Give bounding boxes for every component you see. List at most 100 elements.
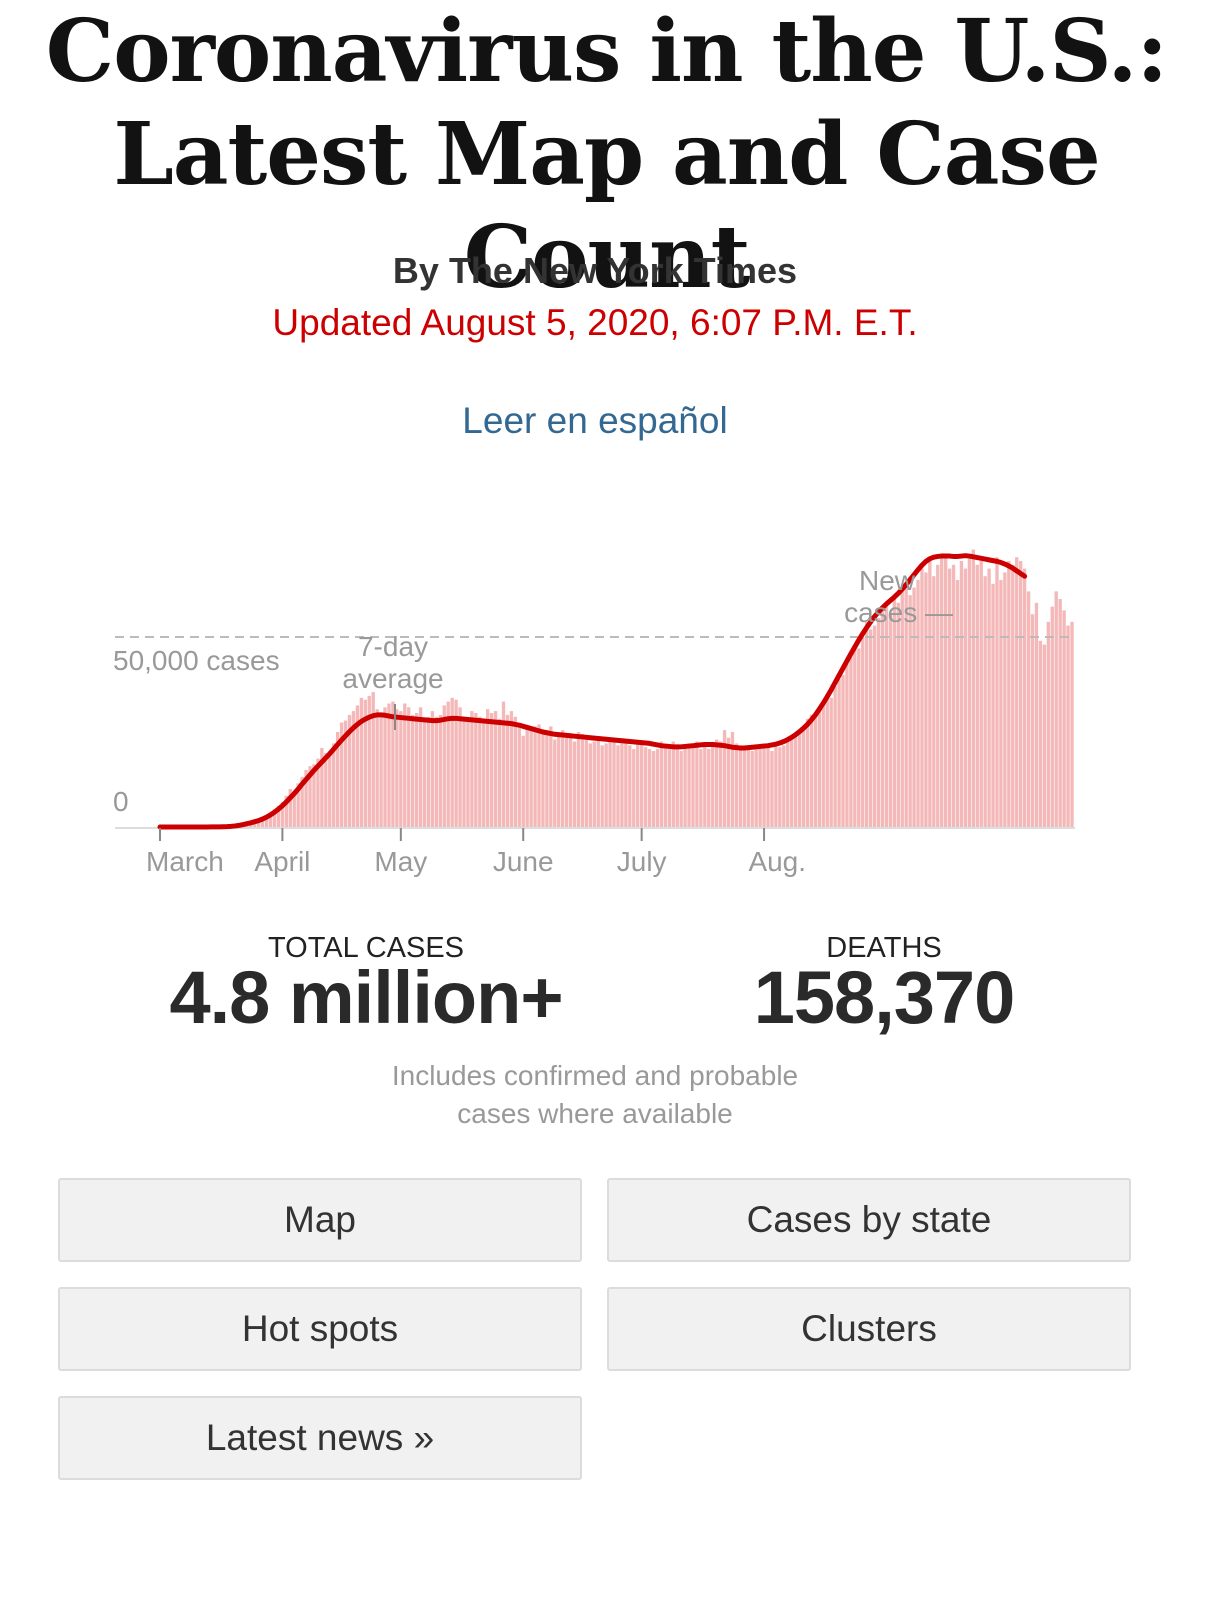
- daily-bar: [868, 629, 873, 827]
- daily-bar: [932, 576, 936, 827]
- daily-bar: [833, 686, 837, 827]
- daily-bar: [328, 754, 332, 827]
- daily-bar: [383, 707, 387, 827]
- daily-bar: [963, 568, 968, 827]
- daily-bar: [438, 714, 442, 827]
- daily-bar: [541, 732, 545, 827]
- daily-bar: [454, 699, 458, 827]
- deaths-value: 158,370: [753, 956, 1016, 1039]
- clusters-button[interactable]: Clusters: [607, 1287, 1131, 1371]
- daily-bar: [264, 815, 269, 827]
- daily-bar: [718, 741, 723, 827]
- daily-bar: [576, 732, 581, 827]
- daily-bar: [280, 802, 285, 827]
- daily-bar: [912, 587, 916, 827]
- daily-bar: [296, 783, 300, 827]
- daily-bar: [537, 724, 541, 827]
- daily-bar: [493, 711, 498, 827]
- daily-bar: [568, 735, 573, 827]
- daily-bar: [829, 697, 833, 827]
- daily-bar: [414, 713, 419, 827]
- daily-bar: [513, 716, 517, 827]
- daily-bar: [746, 749, 750, 827]
- daily-bar: [955, 580, 960, 827]
- daily-bar: [482, 718, 486, 827]
- daily-bar: [841, 675, 845, 827]
- map-button[interactable]: Map: [58, 1178, 582, 1262]
- daily-bar: [805, 718, 810, 827]
- daily-bar: [813, 716, 818, 827]
- latest-news-button[interactable]: Latest news »: [58, 1396, 582, 1480]
- daily-bars: [174, 549, 1074, 827]
- daily-bar: [940, 553, 944, 827]
- x-tick-label: April: [254, 846, 310, 877]
- daily-bar: [821, 705, 825, 827]
- daily-bar: [1007, 561, 1011, 827]
- daily-bar: [517, 724, 521, 827]
- daily-bar: [703, 745, 707, 827]
- daily-bar: [387, 703, 391, 827]
- daily-bar: [418, 707, 423, 827]
- daily-bar: [734, 743, 739, 827]
- spanish-link[interactable]: Leer en español: [462, 400, 728, 441]
- daily-bar: [478, 716, 482, 827]
- daily-bar: [1062, 610, 1066, 827]
- daily-bar: [722, 730, 727, 827]
- daily-bar: [1054, 591, 1058, 827]
- daily-bar: [726, 737, 731, 827]
- daily-bar: [857, 648, 861, 827]
- daily-bar: [683, 745, 687, 827]
- total-cases-label: TOTAL CASES: [267, 932, 465, 964]
- daily-bar: [426, 716, 431, 827]
- daily-bar: [1019, 561, 1023, 827]
- daily-bar: [908, 595, 912, 827]
- daily-bar: [276, 805, 281, 827]
- daily-bar: [967, 557, 972, 827]
- daily-bar: [959, 561, 964, 827]
- daily-bar: [450, 697, 454, 827]
- daily-bar: [335, 732, 340, 827]
- daily-bar: [572, 741, 577, 827]
- x-axis-ticks: March April May June July Aug.: [146, 828, 806, 877]
- headline: Coronavirus in the U.S.: Latest Map and …: [0, 0, 1213, 309]
- daily-bar: [880, 610, 885, 827]
- new-cases-annotation-line-1: New: [859, 565, 916, 596]
- cases-note-line-1: Includes confirmed and probable: [391, 1060, 799, 1091]
- daily-bar: [872, 625, 877, 827]
- daily-bar: [312, 764, 316, 827]
- cases-note-line-2: cases where available: [457, 1098, 733, 1129]
- x-tick-label: July: [617, 846, 667, 877]
- daily-bar: [399, 711, 403, 827]
- daily-bar: [790, 737, 794, 827]
- daily-bar: [355, 705, 360, 827]
- daily-bar: [588, 743, 593, 827]
- daily-bar: [324, 752, 328, 827]
- daily-bar: [762, 743, 766, 827]
- daily-bar: [770, 751, 774, 827]
- updated-timestamp: Updated August 5, 2020, 6:07 P.M. E.T.: [272, 302, 918, 343]
- daily-bar: [316, 758, 320, 827]
- daily-bar: [675, 747, 679, 827]
- daily-bar: [647, 749, 652, 827]
- daily-bar: [557, 733, 561, 827]
- daily-bar: [474, 713, 478, 827]
- daily-bar: [892, 599, 897, 827]
- daily-bar: [612, 739, 616, 827]
- daily-bar: [947, 568, 952, 827]
- daily-bar: [379, 713, 383, 827]
- daily-bar: [260, 817, 265, 827]
- daily-bar: [434, 716, 439, 827]
- headline-line-2: Latest Map and Case Count: [113, 104, 1100, 308]
- hot-spots-button[interactable]: Hot spots: [58, 1287, 582, 1371]
- daily-bar: [561, 730, 565, 827]
- cases-by-state-button[interactable]: Cases by state: [607, 1178, 1131, 1262]
- daily-bar: [845, 663, 849, 827]
- x-tick-label: May: [374, 846, 427, 877]
- total-cases-value: 4.8 million+: [169, 956, 563, 1039]
- daily-bar: [983, 576, 987, 827]
- daily-bar: [272, 809, 277, 827]
- y-label-50000: 50,000 cases: [113, 645, 280, 676]
- daily-bar: [774, 745, 778, 827]
- daily-bar: [300, 776, 304, 827]
- avg-annotation-line-2: average: [342, 663, 443, 694]
